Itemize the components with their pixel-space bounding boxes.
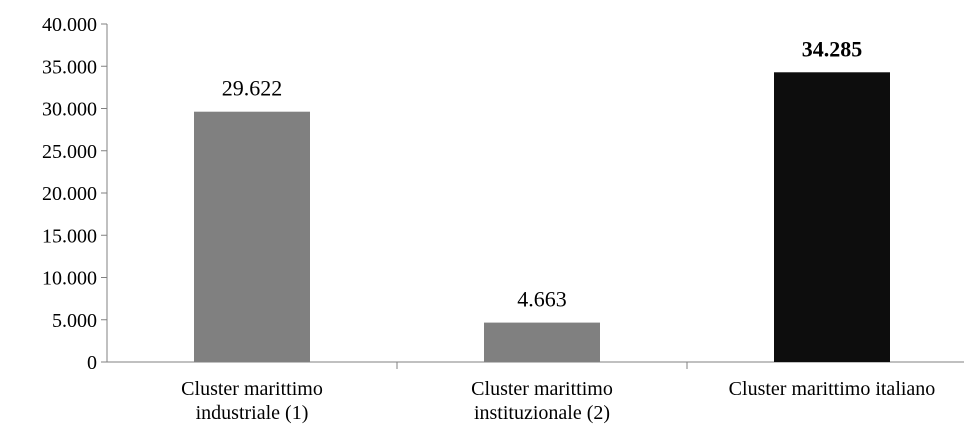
y-tick-label: 25.000 (42, 141, 97, 163)
x-category-label: Cluster marittimo (471, 378, 613, 400)
y-tick-label: 15.000 (42, 225, 97, 247)
bar-value-label: 29.622 (222, 76, 283, 101)
y-tick-label: 0 (87, 352, 97, 374)
x-category-label: industriale (1) (196, 402, 309, 424)
x-category-label: Cluster marittimo italiano (729, 378, 936, 400)
data-labels: 29.622 4.663 34.285 (222, 36, 863, 311)
y-axis: 0 5.000 10.000 15.000 20.000 25.000 30.000 35.0… (42, 14, 108, 374)
bar (484, 322, 600, 362)
y-tick-label: 10.000 (42, 268, 97, 290)
y-tick-label: 5.000 (52, 310, 97, 332)
bar-value-label: 4.663 (517, 287, 567, 312)
y-tick-label: 35.000 (42, 56, 97, 78)
bar (194, 111, 310, 363)
y-tick-label: 40.000 (42, 14, 97, 36)
bar (774, 72, 890, 362)
y-tick-label: 30.000 (42, 99, 97, 121)
y-tick-label: 20.000 (42, 183, 97, 205)
bar-value-label: 34.285 (802, 36, 863, 61)
bars (194, 72, 890, 363)
x-category-label: Cluster marittimo (181, 378, 323, 400)
x-category-label: instituzionale (2) (474, 402, 610, 424)
